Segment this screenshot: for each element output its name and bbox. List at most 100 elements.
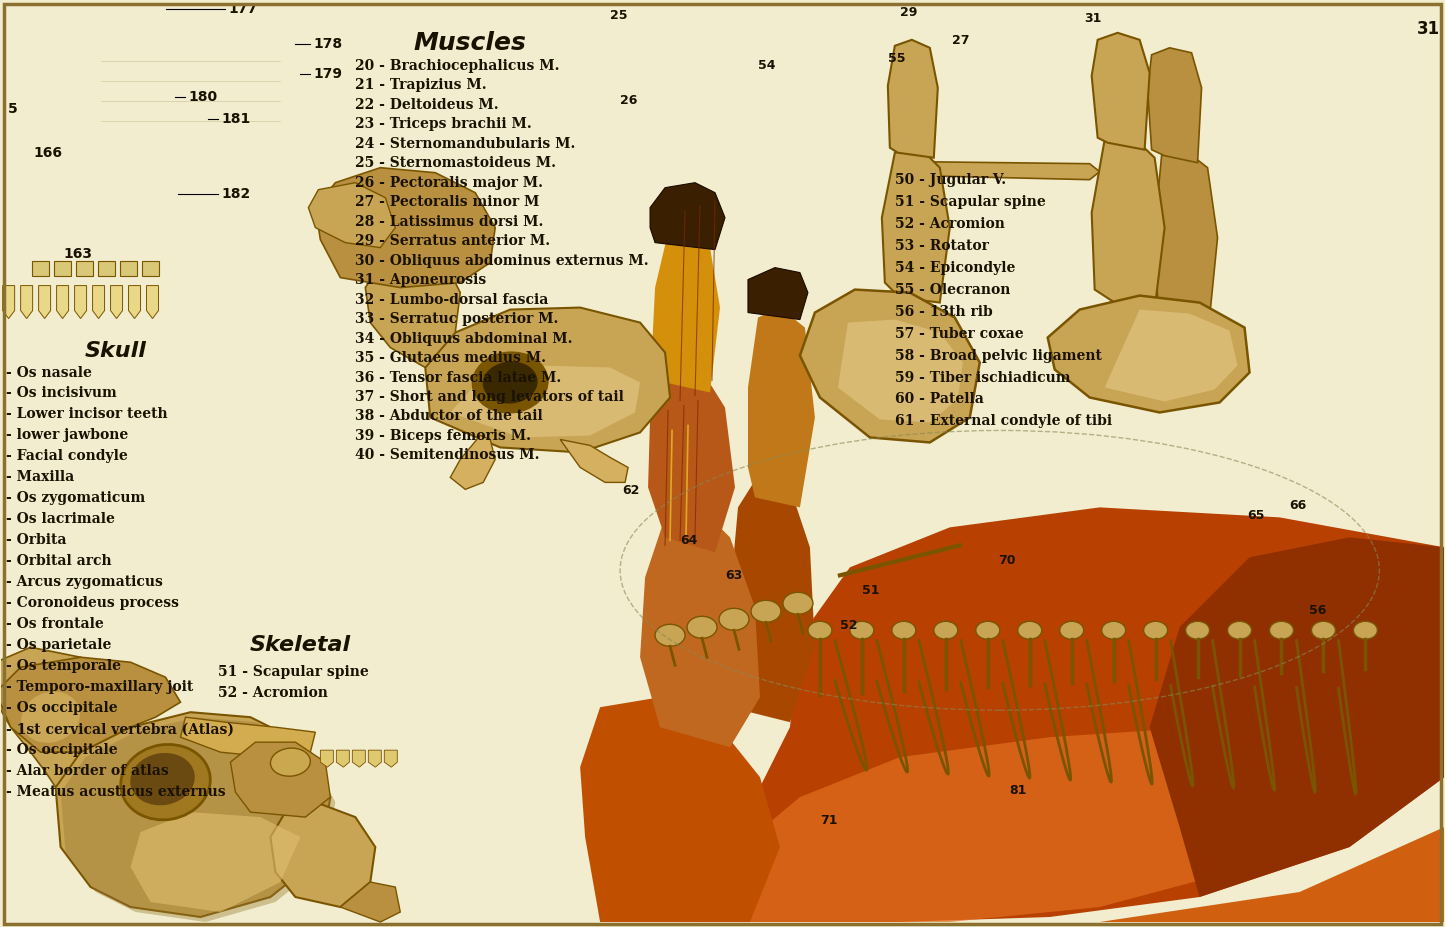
- Text: 51: 51: [861, 584, 880, 597]
- Text: 56: 56: [1309, 603, 1327, 616]
- Polygon shape: [61, 717, 335, 922]
- Text: Skeletal: Skeletal: [250, 635, 351, 655]
- Text: - Os temporale: - Os temporale: [6, 659, 120, 673]
- Text: 26: 26: [620, 95, 637, 108]
- Ellipse shape: [783, 592, 814, 615]
- Text: 64: 64: [681, 534, 698, 547]
- Ellipse shape: [808, 621, 832, 640]
- Text: - Lower incisor teeth: - Lower incisor teeth: [6, 408, 168, 422]
- Text: 56 - 13th rib: 56 - 13th rib: [894, 305, 993, 319]
- Polygon shape: [451, 365, 640, 438]
- Polygon shape: [1091, 135, 1165, 310]
- Polygon shape: [905, 161, 1100, 180]
- Ellipse shape: [1185, 621, 1209, 640]
- Text: 5: 5: [7, 102, 17, 116]
- Ellipse shape: [1017, 621, 1042, 640]
- Polygon shape: [425, 308, 670, 452]
- Polygon shape: [1091, 32, 1150, 149]
- Ellipse shape: [655, 624, 685, 646]
- Text: 163: 163: [64, 247, 92, 260]
- Polygon shape: [749, 308, 815, 507]
- Text: - 1st cervical vertebra (Atlas): - 1st cervical vertebra (Atlas): [6, 722, 234, 736]
- Text: - Meatus acusticus externus: - Meatus acusticus externus: [6, 785, 225, 799]
- Polygon shape: [838, 320, 962, 423]
- Ellipse shape: [270, 748, 311, 776]
- Polygon shape: [366, 248, 461, 367]
- Polygon shape: [652, 228, 720, 392]
- Polygon shape: [230, 743, 331, 817]
- Polygon shape: [0, 657, 181, 752]
- Text: 54 - Epicondyle: 54 - Epicondyle: [894, 260, 1016, 274]
- Text: - Os lacrimale: - Os lacrimale: [6, 513, 114, 527]
- Polygon shape: [308, 183, 396, 248]
- Text: - Facial condyle: - Facial condyle: [6, 450, 127, 464]
- Text: 21 - Trapizius M.: 21 - Trapizius M.: [355, 78, 487, 93]
- Polygon shape: [142, 260, 159, 275]
- Polygon shape: [20, 286, 33, 319]
- Text: 58 - Broad pelvic ligament: 58 - Broad pelvic ligament: [894, 349, 1101, 362]
- Ellipse shape: [1354, 621, 1377, 640]
- Text: - Temporo-maxillary joit: - Temporo-maxillary joit: [6, 680, 192, 694]
- Text: 32 - Lumbo-dorsal fascia: 32 - Lumbo-dorsal fascia: [355, 293, 549, 307]
- Text: - Coronoideus process: - Coronoideus process: [6, 596, 179, 610]
- Text: 29: 29: [900, 6, 918, 19]
- Text: 37 - Short and long levators of tail: 37 - Short and long levators of tail: [355, 390, 624, 404]
- Text: 52 - Acromion: 52 - Acromion: [218, 686, 328, 700]
- Text: 51 - Scapular spine: 51 - Scapular spine: [218, 666, 370, 679]
- Text: 31 - Aponeurosis: 31 - Aponeurosis: [355, 273, 487, 287]
- Polygon shape: [337, 750, 350, 768]
- Polygon shape: [801, 289, 980, 442]
- Polygon shape: [368, 750, 381, 768]
- Text: 70: 70: [997, 553, 1016, 566]
- Text: 24 - Sternomandubularis M.: 24 - Sternomandubularis M.: [355, 136, 575, 151]
- Text: - Os frontale: - Os frontale: [6, 617, 104, 631]
- Text: 40 - Semitendinosus M.: 40 - Semitendinosus M.: [355, 449, 540, 463]
- Polygon shape: [1150, 538, 1445, 897]
- Text: 31: 31: [1085, 12, 1103, 25]
- Text: 34 - Obliquus abdominal M.: 34 - Obliquus abdominal M.: [355, 332, 572, 346]
- Polygon shape: [146, 286, 159, 319]
- Polygon shape: [75, 260, 92, 275]
- Text: Muscles: Muscles: [413, 31, 526, 55]
- Polygon shape: [3, 286, 14, 319]
- Text: 179: 179: [314, 67, 342, 81]
- Ellipse shape: [933, 621, 958, 640]
- Polygon shape: [39, 286, 51, 319]
- Text: 38 - Abductor of the tail: 38 - Abductor of the tail: [355, 410, 543, 424]
- Ellipse shape: [1228, 621, 1251, 640]
- Polygon shape: [699, 727, 1299, 922]
- Ellipse shape: [121, 744, 211, 819]
- Text: - Maxilla: - Maxilla: [6, 470, 74, 485]
- Ellipse shape: [1143, 621, 1168, 640]
- Text: 31: 31: [1418, 19, 1441, 38]
- Polygon shape: [749, 268, 808, 320]
- Ellipse shape: [1270, 621, 1293, 640]
- Text: 22 - Deltoideus M.: 22 - Deltoideus M.: [355, 97, 499, 112]
- Polygon shape: [315, 168, 496, 287]
- Text: 61 - External condyle of tibi: 61 - External condyle of tibi: [894, 414, 1113, 428]
- Text: 27: 27: [952, 34, 970, 47]
- Ellipse shape: [483, 362, 538, 403]
- Text: 51 - Scapular spine: 51 - Scapular spine: [894, 195, 1046, 209]
- Polygon shape: [384, 750, 397, 768]
- Polygon shape: [881, 147, 949, 302]
- Ellipse shape: [720, 608, 749, 630]
- Ellipse shape: [1101, 621, 1126, 640]
- Ellipse shape: [130, 753, 195, 806]
- Text: - Os zygomaticum: - Os zygomaticum: [6, 491, 144, 505]
- Text: 59 - Tiber ischiadicum: 59 - Tiber ischiadicum: [894, 371, 1071, 385]
- Text: 57 - Tuber coxae: 57 - Tuber coxae: [894, 326, 1023, 340]
- Polygon shape: [0, 647, 130, 787]
- Text: 66: 66: [1289, 499, 1306, 512]
- Text: - Os nasale: - Os nasale: [6, 365, 91, 379]
- Text: 33 - Serratuc posterior M.: 33 - Serratuc posterior M.: [355, 312, 559, 326]
- Text: 71: 71: [819, 814, 838, 827]
- Polygon shape: [92, 286, 104, 319]
- Text: - Os occipitale: - Os occipitale: [6, 701, 117, 716]
- Text: 178: 178: [314, 37, 342, 51]
- Text: 55: 55: [887, 52, 906, 65]
- Text: 65: 65: [1247, 509, 1264, 522]
- Polygon shape: [53, 260, 71, 275]
- Text: 29 - Serratus anterior M.: 29 - Serratus anterior M.: [355, 235, 551, 248]
- Text: 55 - Olecranon: 55 - Olecranon: [894, 283, 1010, 297]
